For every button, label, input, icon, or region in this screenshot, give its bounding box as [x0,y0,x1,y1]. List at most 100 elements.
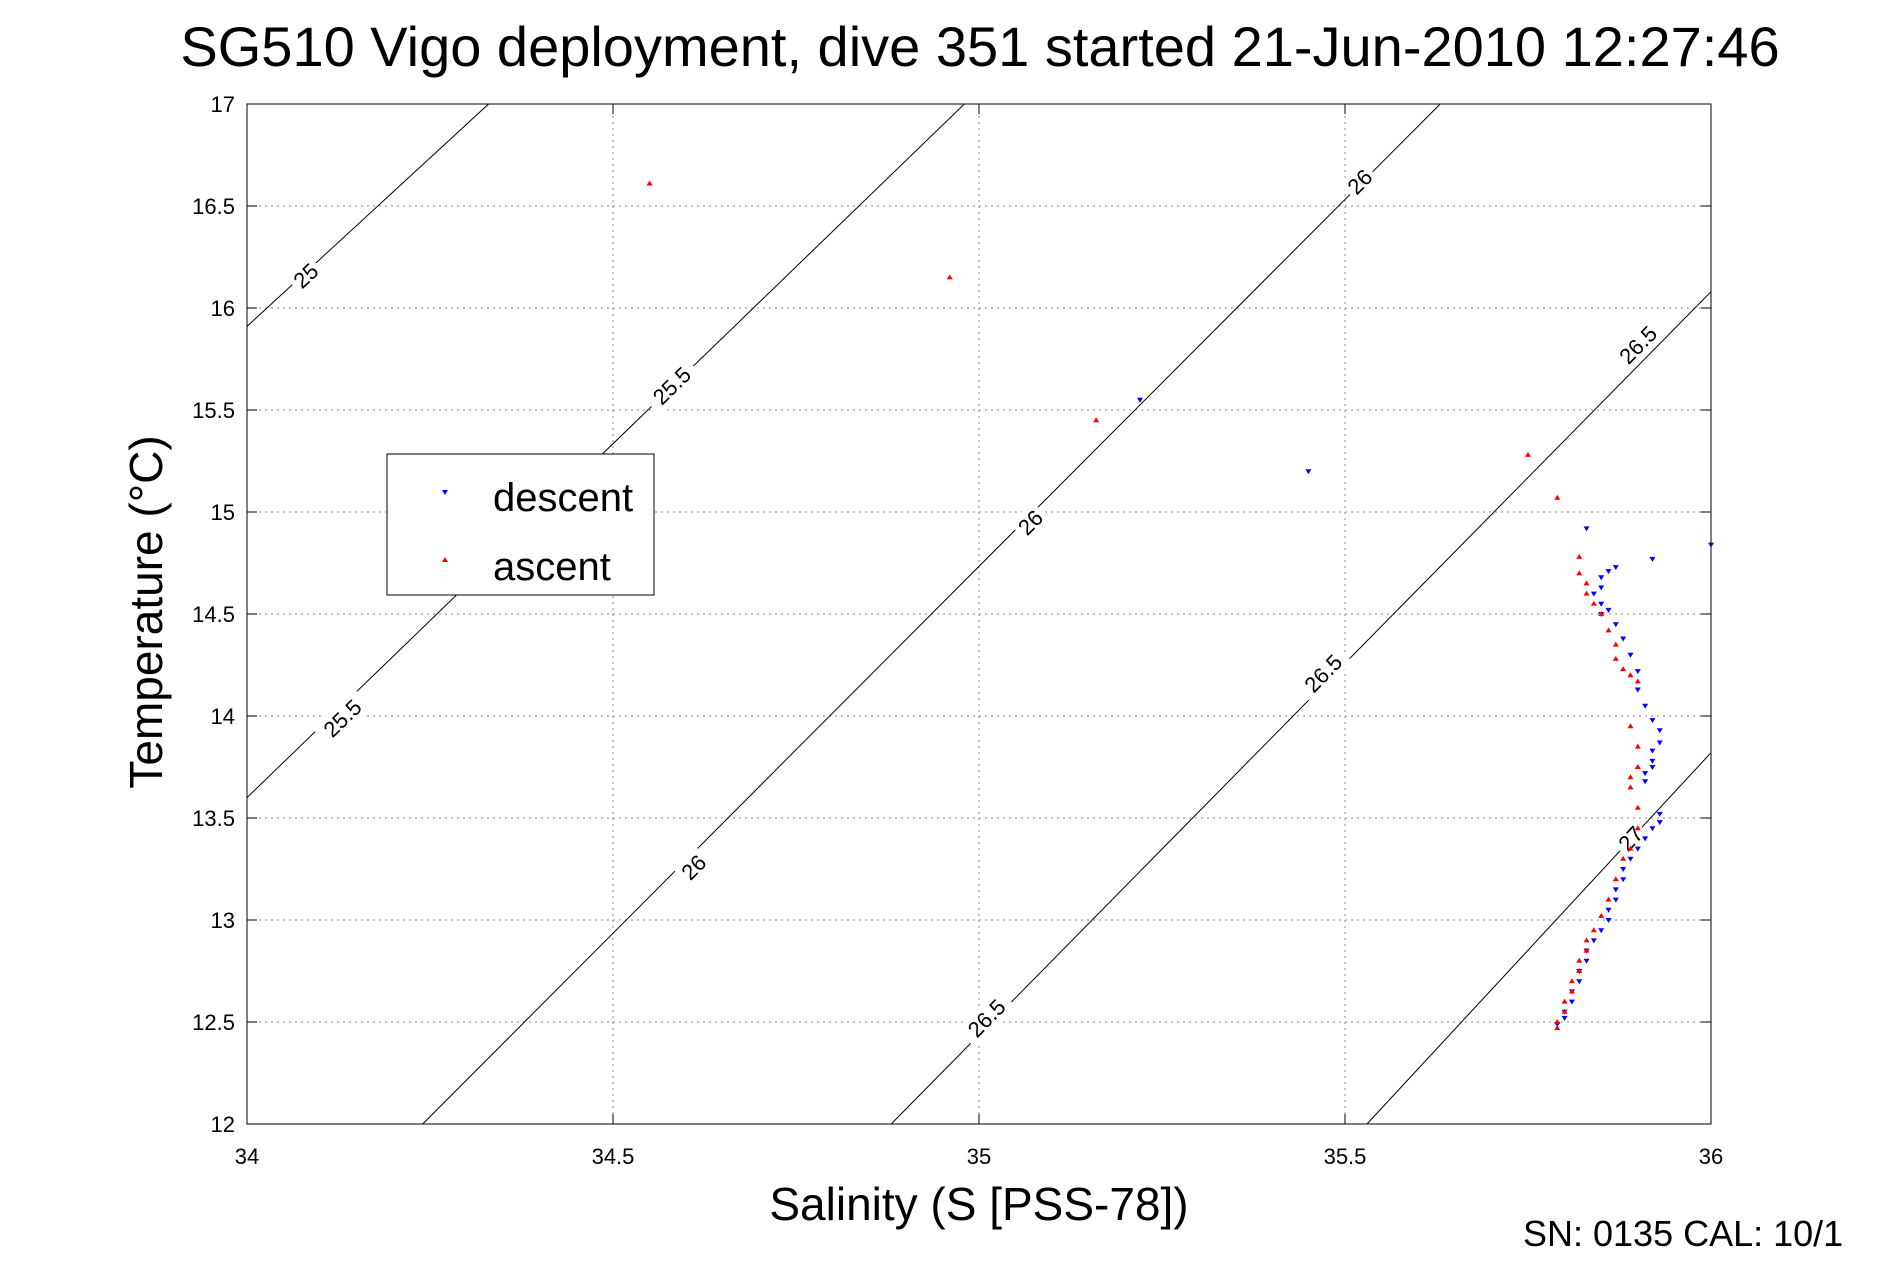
point-descent [1656,740,1663,746]
y-tick-label: 15.5 [192,398,235,423]
legend-marker-descent [442,490,448,495]
isopycnal-label: 25.5 [312,688,373,748]
point-descent [1583,526,1590,532]
isopycnal-label-bg [641,356,702,415]
x-axis-label: Salinity (S [PSS-78]) [769,1178,1188,1230]
point-ascent [1554,1019,1561,1024]
point-descent [1627,652,1634,658]
isopycnal-label-text: 26 [676,850,711,885]
point-descent [1590,591,1597,597]
point-ascent [646,180,653,186]
point-descent [1634,846,1641,852]
isopycnal-label: 26.5 [1293,643,1353,703]
point-descent [1561,1015,1568,1021]
isopycnal-label-text: 26 [1342,164,1377,199]
isopycnal-label-bg [1610,817,1651,859]
point-ascent [1576,570,1583,576]
serial-calibration-footer: SN: 0135 CAL: 10/1 [1523,1213,1843,1254]
point-ascent [1576,957,1583,963]
y-tick-label: 12 [211,1112,235,1137]
point-descent [1568,999,1575,1005]
point-ascent [1598,611,1605,616]
isopycnal-line [246,103,965,798]
y-tick-label: 13.5 [192,806,235,831]
y-tick-label: 17 [211,92,235,117]
point-descent [1590,938,1597,944]
point-ascent [1634,804,1641,810]
point-ascent [1554,1025,1561,1031]
point-descent [1620,877,1627,883]
isopycnal-label-bg [312,688,373,748]
point-ascent [1627,845,1634,851]
point-descent [1634,687,1641,693]
point-ascent [1634,678,1641,684]
y-tick-label: 13 [211,908,235,933]
point-descent [1656,728,1663,734]
point-ascent [1576,968,1583,973]
isopycnal-label: 25.5 [641,356,702,415]
isopycnal-lines [246,103,1712,1125]
point-descent [1649,826,1656,832]
isopycnal-label-bg [1293,643,1353,703]
legend-marker-ascent [442,557,448,562]
isopycnal-label: 26 [1009,501,1051,543]
point-ascent [1634,825,1641,831]
point-descent [1656,811,1663,817]
point-ascent [1605,627,1612,633]
y-axis-label: Temperature (°C) [120,435,172,788]
point-descent [1612,565,1619,571]
y-tick-label: 14.5 [192,602,235,627]
point-descent [1649,556,1656,562]
y-tick-label: 12.5 [192,1010,235,1035]
point-descent [1620,636,1627,642]
point-ascent [1583,590,1590,596]
point-ascent [1568,988,1575,994]
point-descent [1305,469,1312,475]
point-ascent [1590,927,1597,933]
point-descent [1649,758,1656,764]
isopycnal-label-bg [1339,160,1381,203]
point-ascent [1627,774,1634,780]
point-ascent [1598,912,1605,918]
isopycnal-label-bg [285,255,327,296]
point-ascent [1612,876,1619,882]
point-ascent [1093,417,1100,423]
legend-box [386,453,655,596]
point-ascent [1627,784,1634,790]
point-ascent [1583,947,1590,953]
isopycnal-label: 26.5 [956,988,1016,1048]
point-ascent [1612,655,1619,661]
point-descent [1627,856,1634,862]
point-ascent [1583,937,1590,943]
legend-label-descent: descent [493,476,633,520]
point-descent [1598,585,1605,591]
legend: descent ascent [386,453,655,596]
point-descent [1605,569,1612,575]
isopycnal-label-text: 25 [288,258,323,293]
x-axis-ticks: 34 34.5 35 35.5 36 [235,104,1723,1169]
isopycnal-label-bg [1009,501,1051,543]
point-ascent [1605,896,1612,902]
grid-lines [247,104,1711,1124]
point-descent [1137,397,1144,403]
point-ascent [1561,998,1568,1004]
point-descent [1642,779,1649,785]
point-ascent [946,274,953,280]
point-ascent [1554,494,1561,500]
point-descent [1620,867,1627,872]
point-ascent [1634,743,1641,749]
point-ascent [1525,451,1531,457]
point-descent [1612,622,1619,628]
point-descent [1642,771,1649,777]
point-descent [1649,765,1656,770]
isopycnal-line [890,291,1712,1125]
y-tick-label: 16.5 [192,194,235,219]
x-tick-label: 34.5 [592,1144,635,1169]
point-descent [1605,907,1612,913]
y-axis-ticks: 12 12.5 13 13.5 14 14.5 15 15.5 16 16.5 17 [192,92,1711,1137]
point-descent [1605,607,1612,613]
isopycnal-label: 25 [285,255,327,296]
point-ascent [1612,641,1619,647]
point-ascent [1568,978,1575,984]
point-descent [1642,836,1649,842]
